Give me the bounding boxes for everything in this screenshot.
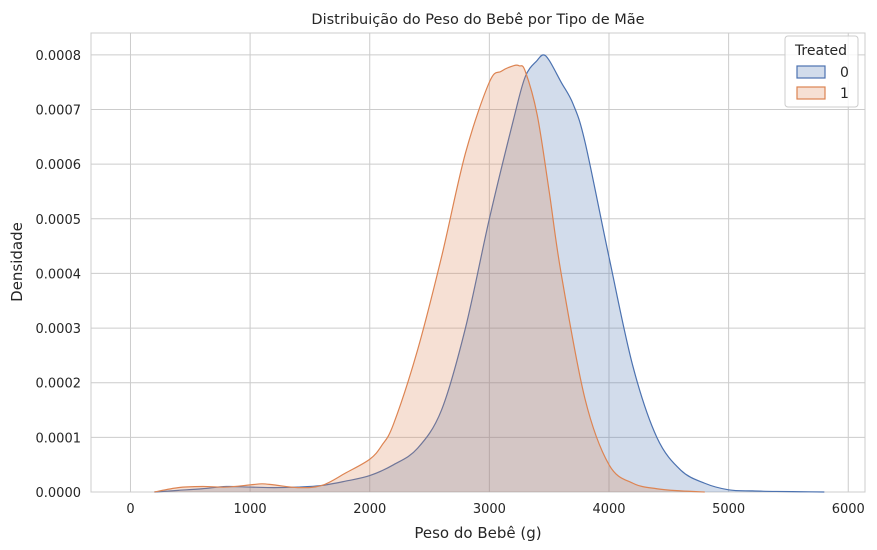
density-area-series-0 (154, 54, 825, 492)
x-tick-label: 2000 (353, 502, 386, 517)
legend: Treated 01 (784, 35, 859, 108)
y-tick-label: 0.0004 (36, 267, 82, 282)
legend-box (784, 35, 859, 108)
legend-label-0: 0 (840, 65, 849, 81)
density-area-series-1 (154, 65, 705, 493)
grid-lines (91, 33, 865, 493)
x-tick-label: 5000 (712, 502, 745, 517)
y-tick-labels: 0.0000 0.0001 0.0002 0.0003 0.0004 0.0005 0.00… (36, 49, 82, 501)
x-tick-labels: 0 1000 2000 3000 4000 5000 6000 (126, 502, 864, 517)
y-axis-title: Densidade (8, 222, 26, 302)
legend-items: 01 (796, 65, 849, 102)
x-axis-title: Peso do Bebê (g) (414, 524, 541, 542)
y-tick-label: 0.0008 (36, 49, 82, 64)
x-tick-label: 0 (126, 502, 134, 517)
legend-swatch-0 (796, 65, 826, 79)
y-tick-label: 0.0002 (36, 377, 82, 392)
y-tick-label: 0.0005 (36, 213, 82, 228)
density-line-series-1 (154, 64, 705, 493)
y-tick-label: 0.0003 (36, 322, 82, 337)
chart-title: Distribuição do Peso do Bebê por Tipo de… (311, 12, 644, 28)
x-tick-label: 1000 (234, 502, 267, 517)
legend-title: Treated (794, 43, 847, 59)
x-tick-label: 4000 (592, 502, 625, 517)
y-tick-label: 0.0007 (36, 104, 82, 119)
x-tick-label: 3000 (473, 502, 506, 517)
x-tick-label: 6000 (832, 502, 865, 517)
legend-label-1: 1 (840, 86, 849, 102)
legend-swatch-1 (796, 86, 826, 100)
y-tick-label: 0.0006 (36, 158, 82, 173)
y-tick-label: 0.0001 (36, 431, 82, 446)
y-tick-label: 0.0000 (36, 486, 82, 501)
series-layer (154, 54, 825, 493)
